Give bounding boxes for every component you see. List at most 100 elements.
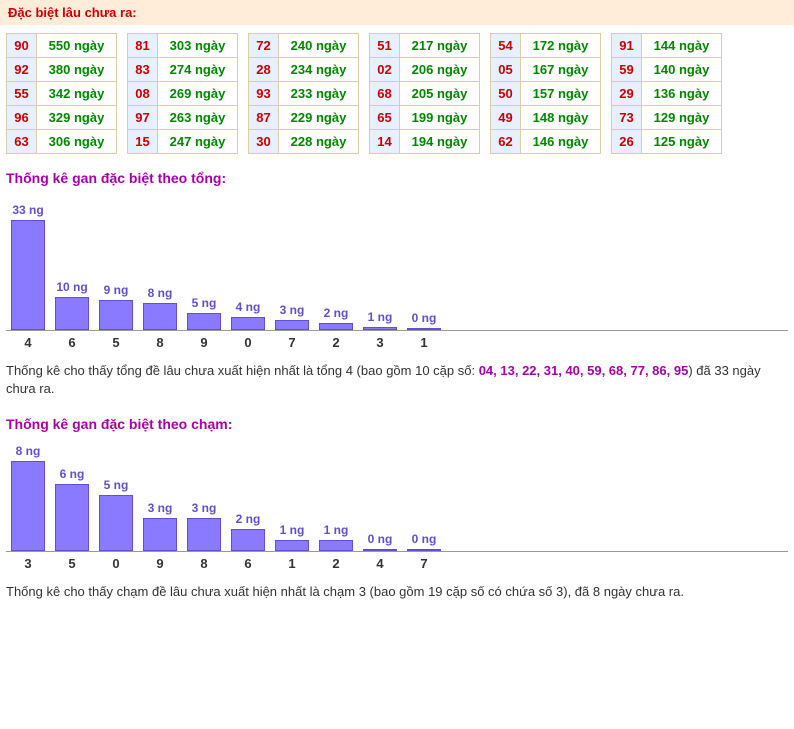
- pair-number: 62: [491, 130, 521, 154]
- bar: [55, 297, 89, 330]
- pair-table-row: 26125 ngày: [612, 130, 722, 154]
- pair-number: 14: [370, 130, 400, 154]
- bar-group: 1 ng: [358, 310, 402, 330]
- bar-value-label: 1 ng: [368, 310, 393, 324]
- bar-x-label: 2: [314, 335, 358, 350]
- pair-days: 217 ngày: [400, 34, 480, 58]
- bar-value-label: 2 ng: [236, 512, 261, 526]
- bar: [275, 320, 309, 330]
- chart1-bars: 33 ng10 ng9 ng8 ng5 ng4 ng3 ng2 ng1 ng0 …: [6, 190, 788, 330]
- pair-number: 29: [612, 82, 642, 106]
- bar-group: 0 ng: [402, 311, 446, 330]
- pair-table-row: 92380 ngày: [7, 58, 117, 82]
- pair-days: 229 ngày: [279, 106, 359, 130]
- bar: [407, 549, 441, 551]
- pair-table-row: 54172 ngày: [491, 34, 601, 58]
- pair-days: 167 ngày: [521, 58, 601, 82]
- pair-number: 81: [128, 34, 158, 58]
- pair-days: 172 ngày: [521, 34, 601, 58]
- pair-number: 73: [612, 106, 642, 130]
- pair-days: 240 ngày: [279, 34, 359, 58]
- bar-group: 2 ng: [226, 512, 270, 552]
- bar-group: 4 ng: [226, 300, 270, 330]
- bar: [11, 220, 45, 330]
- pair-table-row: 72240 ngày: [249, 34, 359, 58]
- pair-table: 91144 ngày59140 ngày29136 ngày73129 ngày…: [611, 33, 722, 154]
- pair-number: 30: [249, 130, 279, 154]
- pair-days: 247 ngày: [158, 130, 238, 154]
- pair-number: 02: [370, 58, 400, 82]
- bar-group: 9 ng: [94, 283, 138, 330]
- bar-x-label: 2: [314, 556, 358, 571]
- pair-table-row: 49148 ngày: [491, 106, 601, 130]
- bar-x-label: 9: [138, 556, 182, 571]
- pair-table-row: 05167 ngày: [491, 58, 601, 82]
- bar-group: 3 ng: [138, 501, 182, 552]
- bar: [363, 549, 397, 551]
- pair-table: 90550 ngày92380 ngày55342 ngày96329 ngày…: [6, 33, 117, 154]
- chart2-wrap: 8 ng6 ng5 ng3 ng3 ng2 ng1 ng1 ng0 ng0 ng…: [0, 436, 794, 577]
- pair-number: 92: [7, 58, 37, 82]
- bar: [231, 317, 265, 330]
- bar-value-label: 5 ng: [104, 478, 129, 492]
- bar-value-label: 5 ng: [192, 296, 217, 310]
- bar-value-label: 8 ng: [16, 444, 41, 458]
- bar: [99, 495, 133, 551]
- pair-number: 54: [491, 34, 521, 58]
- bar-x-label: 0: [226, 335, 270, 350]
- chart1-xaxis: 4658907231: [6, 330, 788, 350]
- bar: [231, 529, 265, 552]
- pair-table-row: 93233 ngày: [249, 82, 359, 106]
- pair-number: 26: [612, 130, 642, 154]
- bar-value-label: 3 ng: [148, 501, 173, 515]
- bar-value-label: 0 ng: [412, 532, 437, 546]
- pair-number: 50: [491, 82, 521, 106]
- pair-days: 140 ngày: [642, 58, 722, 82]
- bar-group: 1 ng: [314, 523, 358, 551]
- pair-table-row: 14194 ngày: [370, 130, 480, 154]
- bar-x-label: 9: [182, 335, 226, 350]
- pair-number: 83: [128, 58, 158, 82]
- pair-table-row: 63306 ngày: [7, 130, 117, 154]
- chart2-note: Thống kê cho thấy chạm đề lâu chưa xuất …: [0, 577, 794, 611]
- pair-table-row: 73129 ngày: [612, 106, 722, 130]
- pair-days: 342 ngày: [37, 82, 117, 106]
- pair-days: 269 ngày: [158, 82, 238, 106]
- chart1-wrap: 33 ng10 ng9 ng8 ng5 ng4 ng3 ng2 ng1 ng0 …: [0, 190, 794, 356]
- pair-number: 49: [491, 106, 521, 130]
- bar-value-label: 0 ng: [412, 311, 437, 325]
- section-header: Đặc biệt lâu chưa ra:: [0, 0, 794, 25]
- pair-table-row: 65199 ngày: [370, 106, 480, 130]
- pair-number: 28: [249, 58, 279, 82]
- bar-x-label: 7: [402, 556, 446, 571]
- chart1-note-prefix: Thống kê cho thấy tổng đề lâu chưa xuất …: [6, 363, 479, 378]
- bar-x-label: 6: [226, 556, 270, 571]
- bar: [143, 518, 177, 552]
- pair-table-row: 90550 ngày: [7, 34, 117, 58]
- pair-days: 148 ngày: [521, 106, 601, 130]
- pair-table-row: 97263 ngày: [128, 106, 238, 130]
- pair-table-row: 59140 ngày: [612, 58, 722, 82]
- bar-x-label: 1: [402, 335, 446, 350]
- pair-number: 08: [128, 82, 158, 106]
- pair-table-row: 87229 ngày: [249, 106, 359, 130]
- bar-value-label: 33 ng: [12, 203, 43, 217]
- bar-group: 0 ng: [358, 532, 402, 551]
- pair-number: 90: [7, 34, 37, 58]
- bar-x-label: 3: [358, 335, 402, 350]
- bar: [187, 518, 221, 552]
- bar-value-label: 4 ng: [236, 300, 261, 314]
- pair-table-row: 29136 ngày: [612, 82, 722, 106]
- pair-table: 81303 ngày83274 ngày08269 ngày97263 ngày…: [127, 33, 238, 154]
- bar-value-label: 6 ng: [60, 467, 85, 481]
- chart2-bars: 8 ng6 ng5 ng3 ng3 ng2 ng1 ng1 ng0 ng0 ng: [6, 436, 788, 551]
- pair-number: 93: [249, 82, 279, 106]
- bar: [11, 461, 45, 551]
- pair-days: 146 ngày: [521, 130, 601, 154]
- bar-x-label: 4: [6, 335, 50, 350]
- bar-x-label: 8: [182, 556, 226, 571]
- bar-value-label: 1 ng: [280, 523, 305, 537]
- pair-number: 51: [370, 34, 400, 58]
- bar-group: 6 ng: [50, 467, 94, 552]
- bar-group: 3 ng: [182, 501, 226, 552]
